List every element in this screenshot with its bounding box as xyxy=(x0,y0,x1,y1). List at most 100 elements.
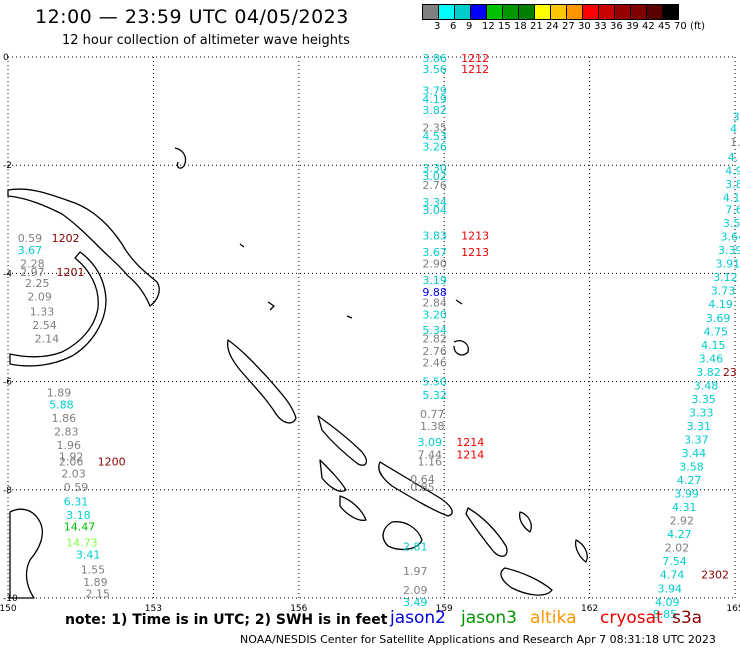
color-scale-label: 6 xyxy=(450,21,457,32)
wave-height-label: 2.76 xyxy=(422,179,447,192)
wave-height-label: 0.59 xyxy=(18,232,43,245)
satellite-legend-altika: altika xyxy=(530,608,577,628)
pass-time-label: 1201 xyxy=(56,266,84,279)
wave-height-label: 2.92 xyxy=(670,515,695,528)
choiseul-coast xyxy=(317,415,367,466)
rennell-islet xyxy=(574,539,588,563)
satellite-legend-jason3: jason3 xyxy=(461,608,517,628)
wave-height-label: 2.84 xyxy=(422,297,447,310)
wave-height-label: 1.92 xyxy=(59,450,84,463)
y-tick-label: -8 xyxy=(3,486,12,496)
page-title: 12:00 — 23:59 UTC 04/05/2023 xyxy=(35,6,349,28)
color-scale-label: 36 xyxy=(610,21,623,32)
wave-height-label: 3.30 xyxy=(422,162,447,175)
color-scale-label: (ft) xyxy=(690,21,706,32)
pass-time-label: 1212 xyxy=(461,63,489,76)
small-islet-d xyxy=(455,299,463,305)
wave-height-label: 3.82 xyxy=(696,366,721,379)
wave-height-label: 6.31 xyxy=(64,496,88,509)
wave-height-label: 2.83 xyxy=(54,425,79,438)
new-ireland-coast xyxy=(9,251,107,367)
east-islet xyxy=(453,340,469,356)
wave-height-label: 3.69 xyxy=(706,312,731,325)
new-britain-coast xyxy=(7,188,160,307)
wave-height-label: 3.82 xyxy=(422,104,447,117)
color-scale-label: 21 xyxy=(530,21,543,32)
color-scale-label: 12 xyxy=(482,21,495,32)
wave-height-label: 3.44 xyxy=(682,447,707,460)
wave-height-label: 1.16 xyxy=(418,456,443,469)
wave-height-label: 4.09 xyxy=(655,596,680,609)
altimeter-readings: 3.863.56121212123.794.193.822.354.533.26… xyxy=(18,52,740,621)
y-tick-label: -4 xyxy=(3,269,12,279)
color-scale-label: 15 xyxy=(498,21,511,32)
wave-height-label: 4.15 xyxy=(701,339,726,352)
x-tick-label: 165 xyxy=(726,604,740,614)
wave-height-label: 4.1 xyxy=(723,192,740,205)
wave-height-label: 2.15 xyxy=(86,588,111,601)
y-tick-label: -10 xyxy=(3,594,18,604)
wave-height-label: 3.18 xyxy=(66,509,91,522)
wave-height-label: 2.09 xyxy=(27,291,51,304)
wave-height-label: 4.27 xyxy=(677,474,702,487)
wave-height-label: 2.90 xyxy=(422,258,447,271)
small-islet-a xyxy=(239,243,245,248)
wave-height-label: 2.82 xyxy=(422,332,447,345)
wave-height-label: 4.75 xyxy=(703,325,728,338)
graticule xyxy=(7,56,736,599)
wave-height-label: 3.19 xyxy=(422,274,447,287)
wave-height-label: 2.97 xyxy=(20,266,45,279)
bougainville-coast xyxy=(226,339,297,424)
wave-height-label: 2.03 xyxy=(61,468,86,481)
png-mainland-coast xyxy=(9,508,44,599)
wave-height-label: 3.46 xyxy=(699,352,724,365)
color-scale-label: 33 xyxy=(594,21,607,32)
north-islet xyxy=(174,147,187,169)
makira-coast xyxy=(500,567,553,596)
wave-height-label: 3.04 xyxy=(422,204,447,217)
color-swatch xyxy=(662,4,679,20)
wave-height-label: 2.02 xyxy=(665,542,690,555)
pass-time-label: 1212 xyxy=(461,52,489,65)
wave-height-label: 4.27 xyxy=(667,528,692,541)
wave-height-label: 2.35 xyxy=(422,121,447,134)
wave-height-label: 2.46 xyxy=(422,357,447,370)
satellite-legend-s3a: s3a xyxy=(672,608,703,628)
wave-height-label: 4.19 xyxy=(422,93,447,106)
wave-height-label: 3.09 xyxy=(418,436,443,449)
wave-height-label: 4.19 xyxy=(708,298,733,311)
satellite-legend-jason2: jason2 xyxy=(390,608,446,628)
guadalcanal-coast xyxy=(382,521,423,551)
wave-height-label: 7.54 xyxy=(662,555,687,568)
wave-height-label: 7.44 xyxy=(418,449,443,462)
wave-height-label: 3.33 xyxy=(689,406,714,419)
wave-height-label: 5.32 xyxy=(422,389,447,402)
pass-time-label: 1202 xyxy=(52,232,80,245)
x-tick-label: 150 xyxy=(0,604,17,614)
wave-height-label: 0.64 xyxy=(410,473,435,486)
wave-height-label: 1.55 xyxy=(81,563,106,576)
wave-height-label: 3.39 xyxy=(718,244,740,257)
wave-height-label: 4.74 xyxy=(660,569,685,582)
wave-height-label: 1.86 xyxy=(52,412,76,425)
x-tick-label: 156 xyxy=(290,604,307,614)
wave-height-label: 3.67 xyxy=(18,244,43,257)
wave-height-label: 4.31 xyxy=(672,501,697,514)
wave-height-label: 3 xyxy=(733,111,740,124)
wave-height-label: 2.54 xyxy=(32,319,57,332)
pass-time-label: 1214 xyxy=(456,449,484,462)
wave-height-label: 1.89 xyxy=(83,576,108,589)
color-scale-label: 39 xyxy=(626,21,639,32)
wave-height-label: 0.85 xyxy=(410,481,435,494)
wave-height-label: 5.88 xyxy=(49,398,74,411)
pass-time-label: 23 xyxy=(723,366,737,379)
pass-time-label: 2302 xyxy=(701,569,729,582)
wave-height-label: 14.73 xyxy=(66,536,98,549)
wave-height-label: 5.50 xyxy=(422,376,447,389)
wave-height-label: 2.76 xyxy=(422,345,447,358)
wave-height-label: 3.34 xyxy=(422,196,447,209)
wave-height-label: 1.97 xyxy=(403,565,428,578)
wave-height-label: 3.31 xyxy=(687,420,712,433)
color-scale-label: 45 xyxy=(658,21,671,32)
